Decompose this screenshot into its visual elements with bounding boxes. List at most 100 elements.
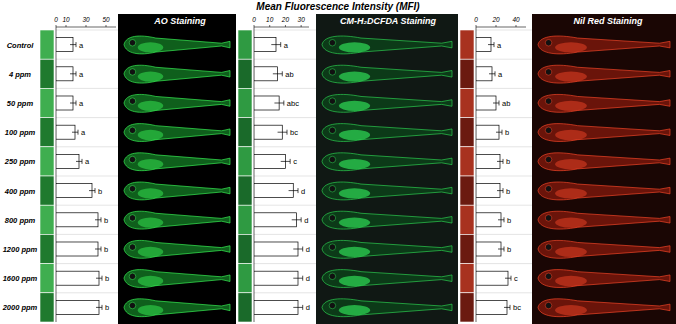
significance-letter: a [79,99,84,108]
error-bar [274,101,283,106]
significance-letter: c [293,157,297,166]
significance-letter: c [514,274,518,283]
tick-label: 50 [102,16,110,23]
color-swatch [238,118,252,147]
error-bar [289,188,298,193]
row-separator [254,146,316,147]
color-swatch [40,30,54,59]
significance-letter: b [98,187,102,196]
color-swatch [238,234,252,263]
larva [322,124,452,142]
yolk [555,188,587,198]
panel: CM-H₂DCFDA Staining0102030aababcbccddddd [238,14,458,324]
larva [538,153,670,171]
yolk [339,188,370,198]
tick-label: 30 [298,16,306,23]
tick-label: 0 [474,16,478,23]
tick [254,25,255,27]
larva [124,211,230,229]
color-swatch [460,118,474,147]
significance-letter: a [497,41,502,50]
category-label: 4 ppm [8,70,31,79]
tick [516,25,517,27]
error-bar [488,42,494,47]
larva [124,182,230,200]
row-separator [476,88,532,89]
bar [254,300,298,314]
error-bar [504,305,510,310]
yolk [138,159,163,169]
eye [129,156,136,163]
image-background [316,14,458,324]
tick-label: 10 [62,16,70,23]
chart-title: AO Staining [153,16,206,26]
tick-label: 40 [512,16,520,23]
eye [129,215,136,222]
bar [476,184,500,198]
tick [285,25,286,27]
larva [124,153,230,171]
larva [124,124,230,142]
yolk [138,130,163,140]
color-swatch [238,59,252,88]
eye [545,302,552,309]
tick [56,25,57,27]
yolk [339,101,370,111]
eye [545,273,552,280]
row-separator [56,117,118,118]
eye [329,156,336,163]
significance-letter: abc [287,99,299,108]
larva [322,182,452,200]
color-swatch [40,59,54,88]
bar [56,154,79,168]
yolk [555,101,587,111]
bar [476,271,508,285]
significance-letter: a [498,70,503,79]
error-bar [293,247,302,252]
yolk [555,71,587,81]
eye [329,244,336,251]
category-label: 1600 ppm [3,274,38,283]
marks [56,38,102,315]
larva [322,240,452,258]
tick [476,25,477,27]
error-bar [496,130,502,135]
bar [56,271,99,285]
eye [329,302,336,309]
image-background [118,14,236,324]
larva [538,36,670,54]
significance-letter: d [306,245,310,254]
row-separator [254,234,316,235]
row-separator [56,88,118,89]
row-separator [254,263,316,264]
significance-letter: a [79,41,84,50]
row-separator [56,30,118,31]
eye [545,215,552,222]
error-bar [278,130,287,135]
eye [545,244,552,251]
yolk [138,276,163,286]
eye [129,127,136,134]
row-separator [476,205,532,206]
significance-letter: b [104,245,108,254]
error-bar [70,42,76,47]
larva [538,299,670,317]
significance-letter: bc [290,128,298,137]
yolk [339,305,370,315]
yolk [555,305,587,315]
panel: Nil Red Staining02040aaabbbbbbcbc [460,14,676,324]
bar [476,242,501,256]
larva [538,65,670,83]
image-background [532,14,676,324]
error-bar [293,305,302,310]
bar [476,300,507,314]
bar [254,154,285,168]
panel: AO Staining0103050aaaaabbbbb [40,14,236,324]
significance-letter: d [306,303,310,312]
bar [254,242,298,256]
row-separator [476,263,532,264]
eye [129,69,136,76]
error-bar [489,71,495,76]
color-swatch [238,88,252,117]
color-swatch [238,176,252,205]
